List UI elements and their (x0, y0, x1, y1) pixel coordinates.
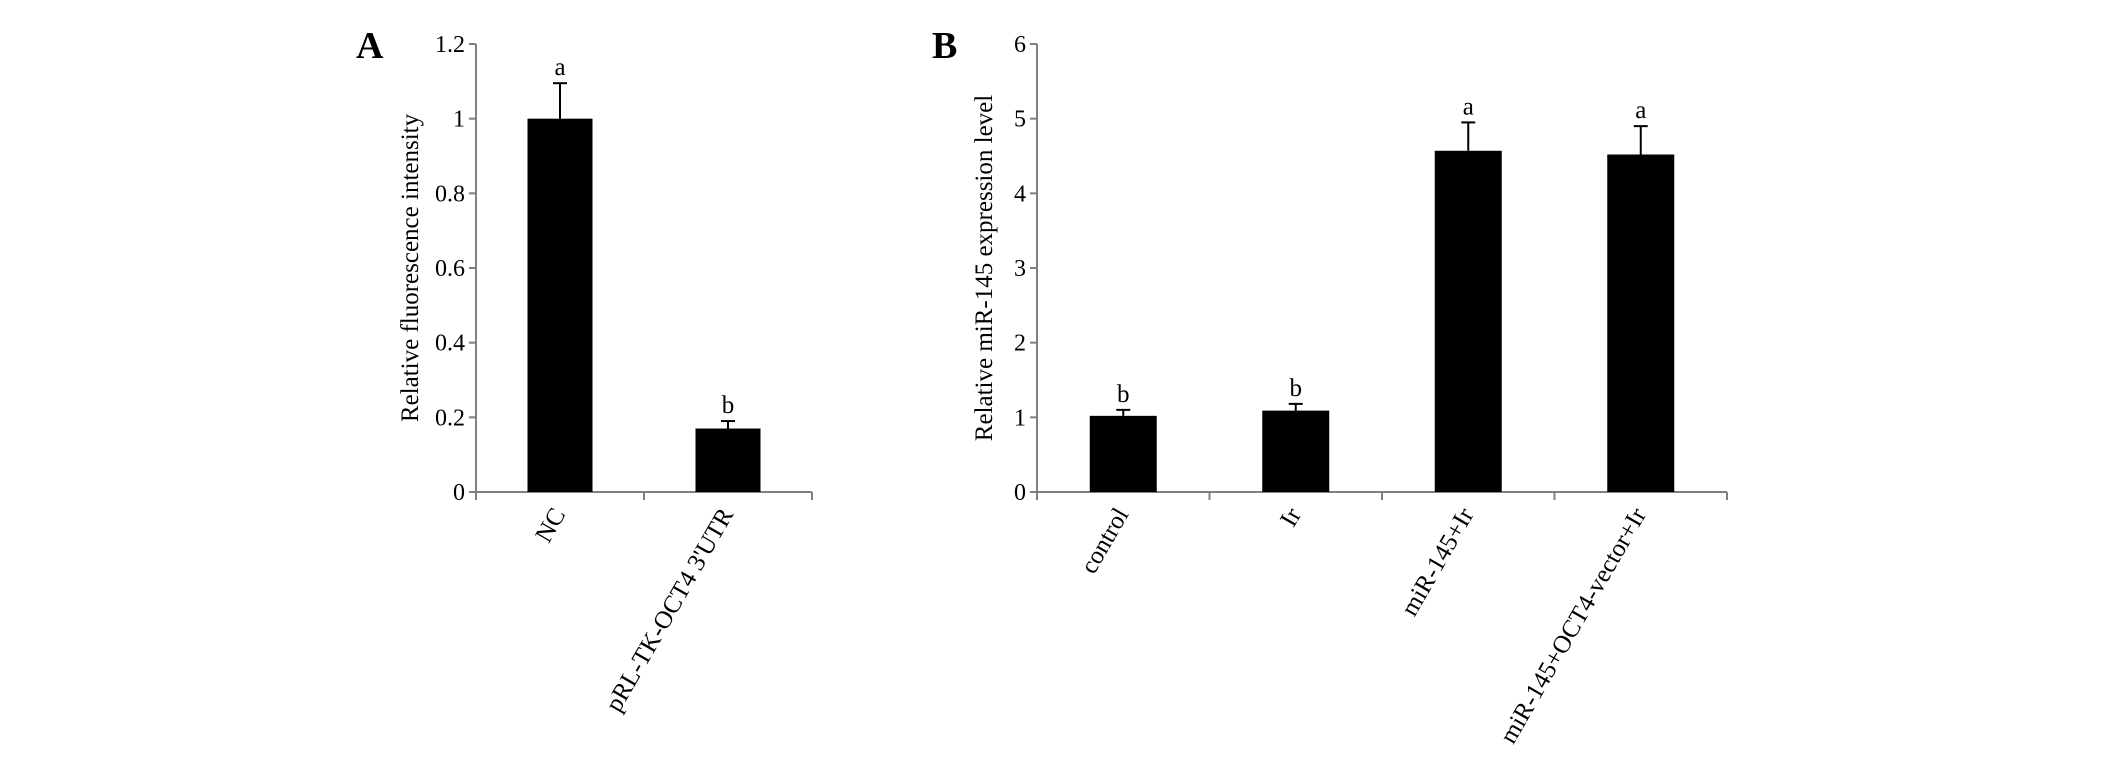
panel-a-y-tick-label: 0.4 (435, 331, 465, 357)
panel-b-chart: B 0 1 2 3 4 5 6 Relative miR-145 expression lev… (932, 25, 1728, 748)
panel-b-y-tick-label: 3 (1014, 256, 1026, 282)
panel-b-y-tick-label: 4 (1014, 181, 1026, 207)
panel-b-significance-label: b (1117, 381, 1130, 408)
panel-a-x-tick-label: NC (530, 504, 571, 548)
panel-b-significance-label: b (1290, 375, 1303, 402)
panel-a-y-tick-label: 0.8 (435, 181, 465, 207)
panel-a-letter: A (356, 25, 384, 67)
panel-b-bar (1089, 415, 1157, 492)
panel-b-x-tick-label: control (1076, 503, 1135, 578)
panel-b-y-tick-label: 0 (1014, 480, 1026, 506)
panel-b-y-tick-label: 6 (1014, 32, 1026, 58)
panel-b-y-tick-label: 5 (1014, 107, 1026, 133)
panel-b-y-tick-label: 2 (1014, 331, 1026, 357)
panel-b-significance-label: a (1635, 97, 1646, 124)
panel-b-bar (1262, 410, 1330, 492)
panel-a-bar (527, 118, 593, 493)
panel-a-y-tick-label: 0 (453, 480, 465, 506)
panel-b-significance-label: a (1463, 93, 1474, 120)
panel-b-bar (1607, 154, 1675, 493)
panel-b-x-tick-label: miR-145+Ir (1396, 503, 1480, 621)
panel-a-y-tick-label: 1.2 (435, 32, 465, 58)
panel-a-y-tick-label: 0.2 (435, 405, 465, 431)
panel-a-bar (695, 428, 761, 492)
panel-b-bar (1434, 150, 1502, 493)
panel-b-x-tick-label: miR-145+OCT4-vector+Ir (1495, 503, 1652, 748)
panel-a-y-tick-label: 1 (453, 107, 465, 133)
panel-a-x-tick-label: pRL-TK-OCT4 3'UTR (601, 503, 740, 716)
panel-b-x-tick-label: Ir (1275, 503, 1307, 532)
panel-a-significance-label: a (554, 54, 565, 81)
panel-b-y-axis-label: Relative miR-145 expression level (971, 95, 998, 442)
panel-a-significance-label: b (722, 392, 735, 419)
panel-a-y-tick-label: 0.6 (435, 256, 465, 282)
panel-a-y-axis-label: Relative fluorescence intensity (397, 113, 424, 422)
panel-b-letter: B (932, 25, 957, 67)
panel-a-chart: A 0 0.2 0.4 0.6 0.8 1 1.2 Relative fluorescence… (356, 25, 813, 716)
panel-b-y-tick-label: 1 (1014, 405, 1026, 431)
